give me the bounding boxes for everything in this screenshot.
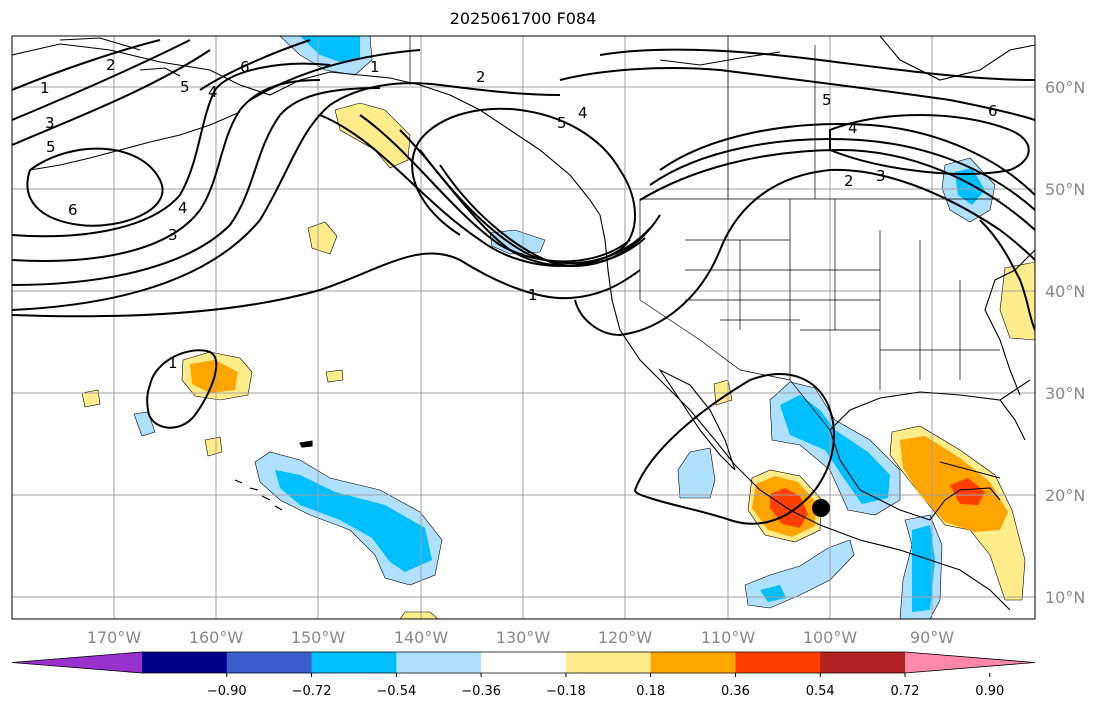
lon-tick-label: 150°W xyxy=(291,628,346,647)
lon-tick-label: 110°W xyxy=(701,628,756,647)
lon-tick-label: 90°W xyxy=(910,628,954,647)
contour-label: 5 xyxy=(557,114,567,132)
contour-lines xyxy=(12,39,1035,525)
contour-label: 6 xyxy=(68,201,78,219)
coastlines xyxy=(12,36,1035,611)
lat-tick-label: 40°N xyxy=(1045,282,1085,301)
contour-label: 3 xyxy=(168,226,178,244)
contour-labels: 1 2 3 5 6 4 3 5 4 6 1 2 5 4 1 5 4 6 2 3 … xyxy=(40,56,998,372)
colorbar-segment xyxy=(565,652,652,673)
lat-tick-label: 30°N xyxy=(1045,384,1085,403)
contour-label: 6 xyxy=(988,102,998,120)
contour-label: 5 xyxy=(822,91,832,109)
lat-tick-label: 10°N xyxy=(1045,588,1085,607)
contour-label: 4 xyxy=(178,199,188,217)
anomaly-blue-south-mex-core xyxy=(760,585,786,602)
contour-label: 1 xyxy=(168,354,178,372)
colorbar-segment xyxy=(735,652,821,673)
colorbar-tick-label: 0.18 xyxy=(636,684,665,699)
anomaly-blue-east-canada-core xyxy=(955,168,985,205)
anomaly-yellow-bottom xyxy=(399,611,439,619)
colorbar-segment xyxy=(650,652,736,673)
colorbar-segment xyxy=(311,652,397,673)
anomaly-yellow-gulf xyxy=(334,102,411,169)
colorbar: −0.90 −0.72 −0.54 −0.36 −0.18 0.18 0.36 0.54 0.7… xyxy=(11,651,1036,699)
lon-tick-label: 170°W xyxy=(87,628,142,647)
contour-label: 3 xyxy=(45,114,55,132)
contour-label: 4 xyxy=(848,119,858,137)
colorbar-tick-label: 0.54 xyxy=(806,684,835,699)
colorbar-tick-label: 0.72 xyxy=(891,684,920,699)
colorbar-extension-high xyxy=(905,652,1035,673)
anomaly-yellow-small1 xyxy=(307,221,338,255)
colorbar-tick-label: −0.72 xyxy=(292,684,332,699)
colorbar-tick-label: 0.36 xyxy=(721,684,750,699)
contour-label: 6 xyxy=(240,58,250,76)
contour-label: 5 xyxy=(180,78,190,96)
colorbar-tick-label: −0.36 xyxy=(461,684,501,699)
latitude-labels: 60°N 50°N 40°N 30°N 20°N 10°N xyxy=(1045,78,1085,607)
lat-tick-label: 60°N xyxy=(1045,78,1085,97)
lon-tick-label: 140°W xyxy=(394,628,449,647)
colorbar-extension-low xyxy=(12,652,142,673)
lat-tick-label: 20°N xyxy=(1045,486,1085,505)
contour-label: 1 xyxy=(528,286,538,304)
map-area: 1 2 3 5 6 4 3 5 4 6 1 2 5 4 1 5 4 6 2 3 … xyxy=(12,36,1035,619)
contour-label: 4 xyxy=(578,104,588,122)
contour-label: 5 xyxy=(46,138,56,156)
colorbar-segment xyxy=(142,652,228,673)
colorbar-tick-label: −0.18 xyxy=(546,684,586,699)
lon-tick-label: 160°W xyxy=(189,628,244,647)
location-marker xyxy=(812,499,830,517)
anomaly-yellow-small4 xyxy=(204,436,223,457)
colorbar-segment xyxy=(226,652,313,673)
lat-tick-label: 50°N xyxy=(1045,180,1085,199)
lon-tick-label: 120°W xyxy=(598,628,653,647)
political-borders xyxy=(409,36,1000,431)
anomaly-blue-centam-core xyxy=(912,525,935,612)
anomaly-yellow-small2 xyxy=(325,369,344,383)
contour-label: 2 xyxy=(106,56,116,74)
contour-label: 4 xyxy=(208,83,218,101)
anomaly-blue-mexico-core xyxy=(780,395,890,504)
chart-title: 2025061700 F084 xyxy=(449,9,597,28)
colorbar-segment xyxy=(396,652,482,673)
colorbar-segment xyxy=(820,652,906,673)
anomaly-blue-baja xyxy=(677,447,716,499)
graticule xyxy=(12,36,1035,619)
map-frame xyxy=(11,35,1036,620)
lon-tick-label: 100°W xyxy=(803,628,858,647)
colorbar-tick-label: −0.90 xyxy=(207,684,247,699)
colorbar-outline xyxy=(11,651,1036,674)
contour-label: 1 xyxy=(370,58,380,76)
anomaly-blue-alaska-core xyxy=(300,36,360,62)
contour-label: 1 xyxy=(40,79,50,97)
contour-label: 3 xyxy=(876,167,886,185)
lon-tick-label: 130°W xyxy=(496,628,551,647)
anomaly-yellow-small3 xyxy=(81,389,101,408)
contour-label: 2 xyxy=(844,172,854,190)
contour-label: 2 xyxy=(476,68,486,86)
anomaly-yellow-east-us xyxy=(999,261,1035,341)
colorbar-segment xyxy=(481,652,567,673)
colorbar-tick-label: 0.90 xyxy=(975,684,1004,699)
longitude-labels: 170°W 160°W 150°W 140°W 130°W 120°W 110°… xyxy=(87,628,954,647)
anomaly-red-gulf-mex xyxy=(950,478,985,505)
colorbar-tick-label: −0.54 xyxy=(376,684,416,699)
